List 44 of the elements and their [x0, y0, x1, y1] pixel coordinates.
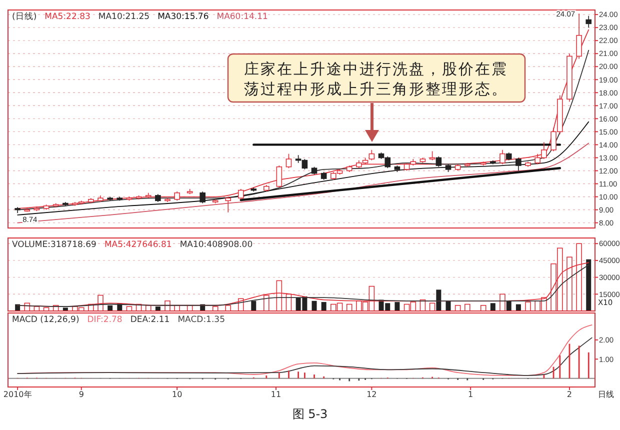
bar: [251, 300, 256, 311]
x-tick-label: 12: [366, 390, 377, 399]
bar: [586, 259, 592, 311]
line-series: [17, 121, 590, 216]
candlestick: [238, 188, 244, 200]
text: DIF:2.78: [87, 315, 122, 325]
text: MA30:15.76: [158, 12, 209, 22]
text: MA60:14.11: [216, 12, 268, 22]
text: MACD:1.35: [178, 315, 225, 325]
x-tick-label: 11: [270, 390, 282, 399]
bar: [490, 303, 496, 311]
chart-title: MACD (12,26,9): [12, 315, 80, 325]
candlestick: [516, 157, 522, 172]
candlestick: [368, 150, 375, 161]
chart-title: VOLUME:318718.69: [12, 240, 96, 250]
bar: [321, 302, 326, 311]
x-tick-label: 9: [78, 390, 84, 399]
caption: 图 5-3: [292, 407, 328, 421]
bar: [312, 300, 317, 311]
annotation: 庄家在上升途中进行洗盘，股价在震荡过程中形成上升三角形整理形态。: [244, 60, 508, 98]
text: MA10:21.25: [98, 12, 150, 22]
candlestick: [200, 191, 206, 204]
candlestick: [429, 150, 436, 161]
candlestick: [276, 165, 282, 188]
candlestick: [500, 150, 506, 165]
line-series: [17, 142, 590, 224]
x-tick-label: 1: [468, 390, 474, 399]
bar: [62, 308, 68, 311]
x-tick-label: 2010年: [3, 390, 32, 399]
chart-title: (日线): [12, 11, 37, 22]
candlestick: [286, 153, 292, 169]
candlestick: [174, 191, 180, 202]
x-tick-label: 2: [566, 390, 572, 399]
text: MA5:427646.81: [104, 240, 172, 250]
x-tick-label: 10: [172, 390, 182, 399]
text: 日线: [598, 390, 614, 399]
bar: [394, 302, 400, 311]
text: DEA:2.11: [130, 315, 170, 325]
candlestick: [586, 15, 592, 28]
bar: [436, 290, 442, 311]
text: MA10:408908.00: [180, 240, 253, 250]
text: MA5:22.83: [44, 12, 90, 22]
candlestick: [436, 156, 442, 168]
line-series: [17, 337, 592, 376]
